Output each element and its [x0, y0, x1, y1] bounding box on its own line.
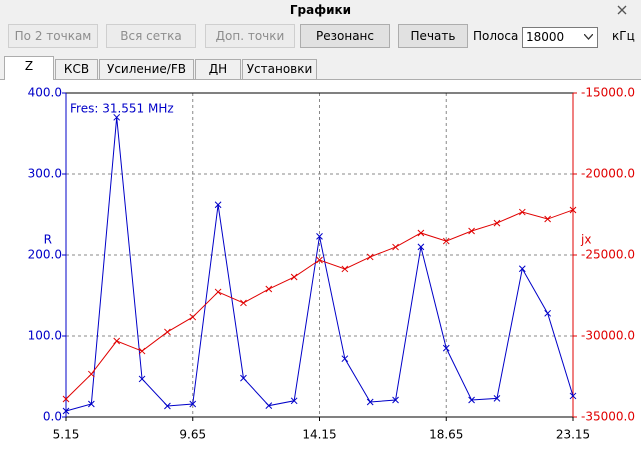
x-tick-label: 18.65 — [429, 428, 463, 442]
y-tick-label: 0.0 — [43, 410, 62, 424]
point-marker — [569, 392, 577, 400]
point-marker — [442, 237, 450, 245]
point-marker — [544, 309, 552, 317]
button[interactable]: Печать — [398, 24, 468, 48]
band-value: 18000 — [526, 30, 565, 44]
point-marker — [341, 355, 349, 363]
point-marker — [442, 344, 450, 352]
button[interactable]: По 2 точкам — [8, 24, 98, 48]
point-marker — [290, 397, 298, 405]
annotation: Fres: 31.551 MHz — [70, 102, 174, 116]
chart: Fres: 31.551 MHz 5.15 9.65 14.15 18.65 23.15… — [0, 79, 641, 456]
point-marker — [392, 396, 399, 404]
point-marker — [392, 243, 399, 251]
point-marker — [366, 398, 374, 406]
point-marker — [265, 285, 273, 293]
y2-tick-label: -30000.0 — [581, 329, 635, 343]
point-marker — [164, 328, 171, 336]
point-marker — [62, 395, 70, 403]
button[interactable]: Резонанс — [300, 24, 390, 48]
point-marker — [569, 206, 577, 214]
point-marker — [493, 395, 501, 402]
y2-tick-label: -35000.0 — [581, 410, 635, 424]
x-tick-label: 14.15 — [302, 428, 336, 442]
point-marker — [113, 337, 121, 345]
point-marker — [87, 370, 95, 378]
band-label: Полоса — [473, 29, 519, 43]
band-select[interactable]: 18000 — [522, 27, 598, 48]
tab[interactable]: ДН — [195, 59, 241, 79]
tab[interactable]: Установки — [242, 59, 317, 79]
point-marker — [417, 229, 425, 237]
point-marker — [290, 273, 298, 281]
band-unit: кГц — [612, 29, 635, 43]
point-marker — [164, 402, 171, 410]
point-marker — [417, 243, 425, 251]
y2-tick-label: -20000.0 — [581, 167, 635, 181]
window-title: Графики — [0, 0, 641, 20]
point-marker — [113, 113, 121, 121]
tab[interactable]: КСВ — [55, 59, 98, 79]
close-icon[interactable] — [616, 4, 628, 16]
y2-tick-label: -15000.0 — [581, 86, 635, 100]
point-marker — [214, 288, 222, 296]
axis-label: jx — [580, 233, 591, 247]
y-tick-label: 400.0 — [28, 86, 62, 100]
x-tick-label: 5.15 — [53, 428, 80, 442]
point-marker — [316, 256, 323, 264]
point-marker — [87, 400, 95, 408]
point-marker — [240, 299, 247, 307]
point-marker — [214, 201, 222, 209]
point-marker — [468, 227, 475, 235]
point-marker — [341, 265, 349, 273]
point-marker — [240, 374, 247, 382]
button[interactable]: Доп. точки — [205, 24, 295, 48]
point-marker — [316, 233, 323, 240]
y-tick-label: 100.0 — [28, 329, 62, 343]
point-marker — [366, 253, 374, 261]
axis-label: R — [44, 233, 52, 247]
y2-tick-label: -25000.0 — [581, 248, 635, 262]
point-marker — [518, 265, 526, 273]
point-marker — [138, 375, 146, 383]
dropdown-arrow — [584, 34, 593, 40]
button[interactable]: Вся сетка — [106, 24, 196, 48]
y-tick-label: 200.0 — [28, 248, 62, 262]
x-tick-label: 9.65 — [179, 428, 206, 442]
point-marker — [468, 396, 475, 404]
point-marker — [62, 407, 70, 415]
x-tick-label: 23.15 — [556, 428, 590, 442]
point-marker — [544, 215, 552, 223]
point-marker — [493, 219, 501, 227]
point-marker — [265, 402, 273, 410]
tab[interactable]: Z — [4, 56, 54, 80]
point-marker — [518, 208, 526, 216]
point-marker — [189, 313, 197, 321]
point-marker — [189, 400, 197, 408]
tab[interactable]: Усиление/FB — [99, 59, 194, 79]
y-tick-label: 300.0 — [28, 167, 62, 181]
point-marker — [138, 347, 146, 355]
